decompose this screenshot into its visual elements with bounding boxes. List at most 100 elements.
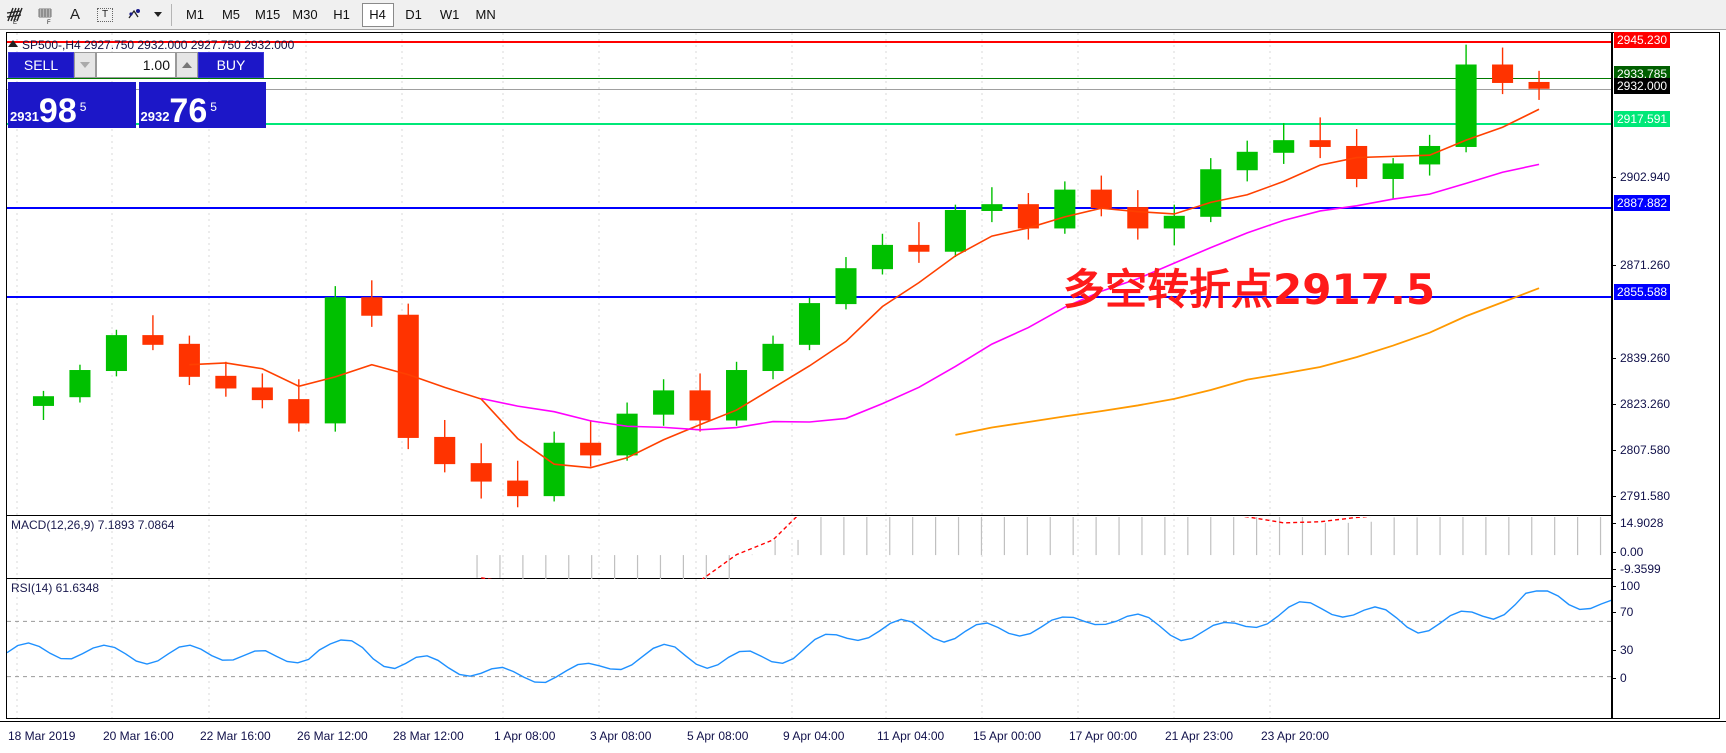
candle bbox=[434, 436, 456, 465]
grid-lines bbox=[16, 33, 1271, 718]
time-tick-label: 23 Apr 20:00 bbox=[1261, 729, 1330, 743]
text-icon[interactable]: A bbox=[69, 6, 80, 23]
macd-label: MACD(12,26,9) 7.1893 7.0864 bbox=[11, 518, 175, 532]
candle bbox=[543, 442, 565, 497]
candle bbox=[1528, 81, 1550, 89]
dark-green-level-line[interactable] bbox=[7, 78, 1612, 79]
candle bbox=[835, 268, 857, 305]
candle bbox=[1236, 151, 1258, 171]
price-tick: 2839.260 bbox=[1612, 351, 1670, 365]
price-level-tag[interactable]: 2855.588 bbox=[1614, 284, 1671, 300]
time-tick-label: 28 Mar 12:00 bbox=[393, 729, 464, 743]
moving-average-line bbox=[481, 163, 1540, 431]
time-tick-label: 26 Mar 12:00 bbox=[297, 729, 368, 743]
blue-level-upper-line[interactable] bbox=[7, 207, 1612, 209]
candle bbox=[1346, 145, 1368, 179]
collapse-triangle-icon[interactable] bbox=[8, 40, 18, 47]
price-level-tag[interactable]: 2932.000 bbox=[1614, 78, 1671, 94]
one-click-prices: 2931 98 5 2932 76 5 bbox=[8, 82, 266, 128]
buy-price-display[interactable]: 2932 76 5 bbox=[138, 82, 266, 128]
candle bbox=[981, 204, 1003, 211]
candle bbox=[1309, 140, 1331, 147]
timeframe-h1[interactable]: H1 bbox=[333, 7, 350, 22]
candle bbox=[689, 390, 711, 421]
indicator-tick: 0.00 bbox=[1612, 545, 1643, 559]
candle bbox=[908, 244, 930, 252]
timeframe-group: M1 M5 M15 M30 H1 H4 D1 W1 MN bbox=[177, 2, 504, 27]
timeframe-m5[interactable]: M5 bbox=[221, 7, 241, 22]
buy-button[interactable]: BUY bbox=[198, 52, 264, 78]
candle bbox=[762, 343, 784, 372]
sell-price-fraction: 5 bbox=[79, 100, 87, 114]
candle bbox=[361, 297, 383, 316]
chart-template-icon[interactable]: E bbox=[0, 2, 30, 28]
timeframe-h4[interactable]: H4 bbox=[361, 2, 394, 27]
timeframe-d1[interactable]: D1 bbox=[405, 7, 422, 22]
svg-text:E: E bbox=[13, 20, 17, 25]
rsi-line bbox=[7, 590, 1612, 684]
sell-button[interactable]: SELL bbox=[8, 52, 74, 78]
rsi-label: RSI(14) 61.6348 bbox=[11, 581, 100, 595]
red-resistance-line[interactable] bbox=[7, 41, 1612, 43]
price-tick: 2902.940 bbox=[1612, 170, 1670, 184]
price-tick: 2807.580 bbox=[1612, 443, 1670, 457]
sell-price-display[interactable]: 2931 98 5 bbox=[8, 82, 136, 128]
price-panel bbox=[7, 33, 1612, 516]
time-tick-label: 21 Apr 23:00 bbox=[1165, 729, 1234, 743]
candle bbox=[69, 370, 91, 398]
volume-input[interactable]: 1.00 bbox=[96, 52, 176, 78]
indicator-tick: -9.3599 bbox=[1612, 562, 1661, 576]
time-tick-label: 3 Apr 08:00 bbox=[590, 729, 652, 743]
timeframe-m30[interactable]: M30 bbox=[292, 7, 318, 22]
objects-dropdown-caret-icon[interactable] bbox=[150, 2, 166, 28]
indicator-tick: 14.9028 bbox=[1612, 516, 1663, 530]
time-tick-label: 18 Mar 2019 bbox=[8, 729, 76, 743]
candle bbox=[324, 297, 346, 424]
buy-price-int: 2932 bbox=[140, 109, 170, 124]
price-tick: 2823.260 bbox=[1612, 397, 1670, 411]
volume-increase-button[interactable] bbox=[176, 52, 198, 78]
time-tick-label: 20 Mar 16:00 bbox=[103, 729, 174, 743]
svg-text:F: F bbox=[47, 20, 51, 25]
candle bbox=[178, 343, 200, 377]
chart-area[interactable]: MACD(12,26,9) 7.1893 7.0864 RSI(14) 61.6… bbox=[0, 30, 1726, 753]
candle bbox=[288, 399, 310, 424]
indicator-tick: 0 bbox=[1612, 671, 1627, 685]
candle bbox=[580, 442, 602, 456]
timeframe-w1[interactable]: W1 bbox=[439, 7, 460, 22]
label-icon[interactable]: T bbox=[90, 2, 120, 28]
candlestick-series bbox=[32, 44, 1550, 508]
price-axis-line bbox=[1611, 33, 1613, 718]
blue-level-lower-line[interactable] bbox=[7, 296, 1612, 298]
candle bbox=[1382, 163, 1404, 179]
price-level-tag[interactable]: 2887.882 bbox=[1614, 195, 1671, 211]
candle bbox=[798, 303, 821, 345]
time-axis[interactable]: 18 Mar 2019 20 Mar 16:00 22 Mar 16:00 26 Ma… bbox=[0, 721, 1726, 753]
plot-border bbox=[6, 32, 1720, 719]
volume-decrease-button[interactable] bbox=[74, 52, 96, 78]
grey-close-level-line[interactable] bbox=[7, 89, 1612, 90]
one-click-trading-panel[interactable]: SELL 1.00 BUY 2931 98 5 2932 76 5 bbox=[8, 52, 266, 148]
bright-green-support-line[interactable] bbox=[7, 123, 1612, 125]
candle bbox=[944, 209, 966, 252]
price-axis[interactable]: 2902.940 2871.260 2839.260 2823.260 2807.580… bbox=[1612, 32, 1726, 718]
sell-price-big: 98 bbox=[38, 92, 77, 130]
toolbar-separator bbox=[171, 3, 172, 26]
timeframe-mn[interactable]: MN bbox=[475, 7, 496, 22]
timeframe-m15[interactable]: M15 bbox=[255, 7, 281, 22]
price-level-tag[interactable]: 2917.591 bbox=[1614, 111, 1671, 127]
candle bbox=[616, 413, 638, 456]
rsi-series bbox=[7, 590, 1612, 684]
time-tick-label: 17 Apr 00:00 bbox=[1069, 729, 1138, 743]
grid-icon[interactable]: F bbox=[30, 2, 60, 28]
price-level-tag[interactable]: 2945.230 bbox=[1614, 32, 1671, 48]
candle bbox=[32, 396, 55, 406]
timeframe-m1[interactable]: M1 bbox=[185, 7, 205, 22]
objects-icon[interactable] bbox=[120, 2, 150, 28]
buy-price-fraction: 5 bbox=[210, 100, 217, 114]
candle bbox=[871, 244, 893, 270]
chart-annotation-text: 多空转折点2917.5 bbox=[1063, 265, 1436, 314]
time-tick-label: 9 Apr 04:00 bbox=[783, 729, 845, 743]
rsi-panel: RSI(14) 61.6348 bbox=[7, 580, 1612, 718]
macd-panel: MACD(12,26,9) 7.1893 7.0864 bbox=[7, 517, 1612, 579]
